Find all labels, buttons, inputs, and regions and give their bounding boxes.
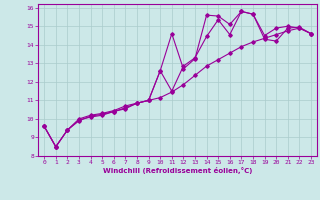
X-axis label: Windchill (Refroidissement éolien,°C): Windchill (Refroidissement éolien,°C) xyxy=(103,167,252,174)
